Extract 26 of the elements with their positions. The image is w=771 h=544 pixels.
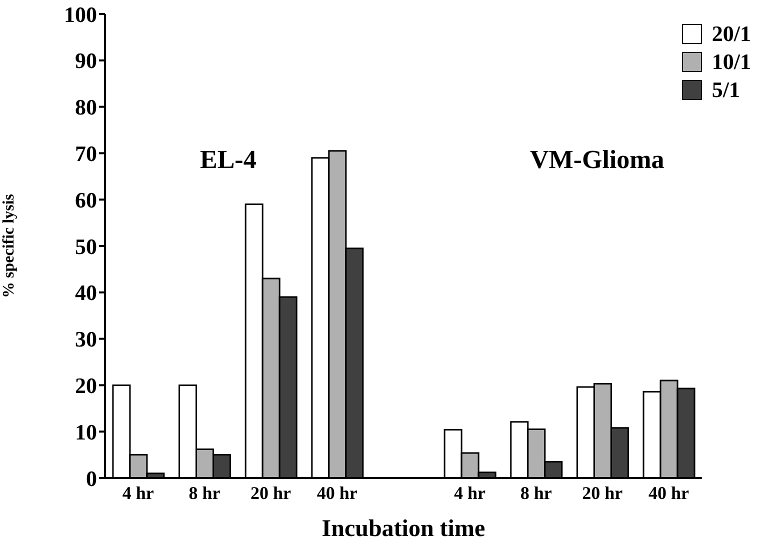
x-axis-title: Incubation time xyxy=(322,516,486,542)
x-tick-label: 4 hr xyxy=(454,482,486,503)
y-tick-label: 20 xyxy=(75,373,97,398)
y-axis-title: % specific lysis xyxy=(0,194,18,298)
y-tick-label: 100 xyxy=(64,2,97,27)
y-tick-label: 60 xyxy=(75,187,97,212)
y-tick-label: 0 xyxy=(86,466,97,491)
y-tick-label: 40 xyxy=(75,280,97,306)
x-tick-label: 4 hr xyxy=(122,482,154,503)
y-tick-label: 70 xyxy=(75,141,97,166)
x-tick-label: 20 hr xyxy=(250,482,292,503)
legend-label: 20/1 xyxy=(712,20,751,48)
y-tick-label: 80 xyxy=(75,94,97,120)
y-tick-label: 90 xyxy=(75,48,97,74)
annotation: VM-Glioma xyxy=(530,145,664,175)
x-tick-label: 8 hr xyxy=(520,482,552,503)
legend-label: 10/1 xyxy=(712,48,751,76)
y-tick-label: 30 xyxy=(75,326,97,352)
y-tick-label: 50 xyxy=(75,234,97,259)
y-tick-label: 10 xyxy=(75,419,97,444)
annotation: EL-4 xyxy=(200,145,256,175)
legend-label: 5/1 xyxy=(712,76,740,104)
x-tick-label: 8 hr xyxy=(188,482,220,503)
x-tick-label: 20 hr xyxy=(582,482,623,503)
x-tick-label: 40 hr xyxy=(316,482,358,503)
x-tick-label: 40 hr xyxy=(648,482,689,503)
